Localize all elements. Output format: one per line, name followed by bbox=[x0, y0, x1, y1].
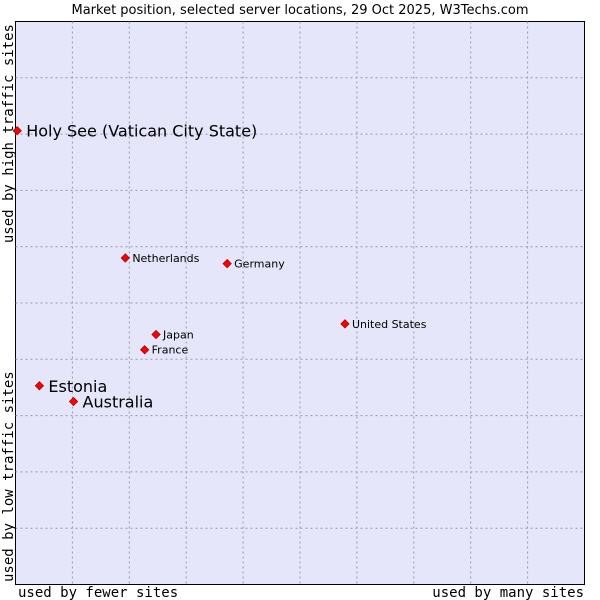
point-label: Estonia bbox=[48, 377, 107, 396]
point-label: Japan bbox=[162, 329, 194, 342]
grid-lines bbox=[15, 21, 585, 585]
point-label: Germany bbox=[234, 258, 285, 271]
point-japan: Japan bbox=[151, 329, 194, 342]
point-estonia: Estonia bbox=[34, 377, 107, 396]
chart-title: Market position, selected server locatio… bbox=[71, 3, 528, 18]
point-germany: Germany bbox=[222, 258, 285, 271]
point-marker bbox=[222, 258, 232, 269]
point-netherlands: Netherlands bbox=[120, 252, 200, 265]
point-marker bbox=[340, 319, 350, 329]
y-axis-label-bottom: used by low traffic sites bbox=[1, 371, 17, 582]
point-marker bbox=[34, 381, 45, 391]
data-points: Holy See (Vatican City State) Netherlands… bbox=[12, 122, 427, 412]
point-label: Australia bbox=[83, 393, 154, 412]
point-label: United States bbox=[352, 318, 427, 331]
point-marker bbox=[140, 345, 150, 355]
point-marker bbox=[68, 396, 79, 407]
point-france: France bbox=[140, 344, 188, 357]
x-axis-label-left: used by fewer sites bbox=[18, 585, 178, 600]
point-australia: Australia bbox=[68, 393, 154, 412]
point-label: Holy See (Vatican City State) bbox=[26, 122, 257, 141]
point-marker bbox=[12, 126, 22, 136]
point-united-states: United States bbox=[340, 318, 427, 331]
y-axis-label-top: used by high traffic sites bbox=[1, 24, 17, 243]
point-label: Netherlands bbox=[132, 252, 199, 265]
point-marker bbox=[120, 253, 130, 263]
point-holy-see-vatican-city-state: Holy See (Vatican City State) bbox=[12, 122, 257, 141]
point-label: France bbox=[152, 344, 189, 357]
point-marker bbox=[151, 329, 161, 340]
x-axis-label-right: used by many sites bbox=[432, 585, 584, 600]
